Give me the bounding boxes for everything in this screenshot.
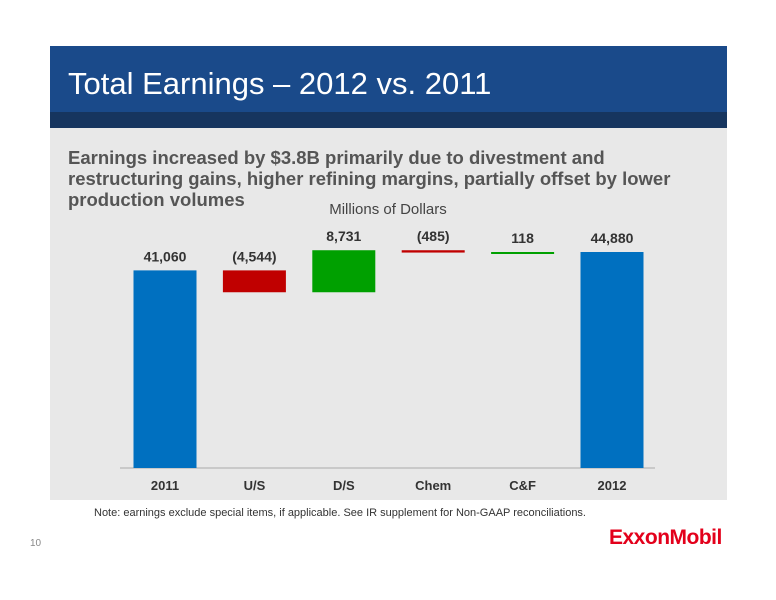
bar-c-f xyxy=(491,252,555,254)
category-label: 2011 xyxy=(151,478,179,493)
bar-2012 xyxy=(580,252,644,468)
category-label: C&F xyxy=(509,478,536,493)
category-label: 2012 xyxy=(598,478,627,493)
bar-d-s xyxy=(312,250,376,293)
category-label: D/S xyxy=(333,478,355,493)
units-label: Millions of Dollars xyxy=(329,201,447,218)
data-label: 118 xyxy=(511,230,534,246)
category-label: Chem xyxy=(415,478,451,493)
data-label: 44,880 xyxy=(591,230,634,246)
header-bar: Total Earnings – 2012 vs. 2011 xyxy=(50,46,727,112)
slide-title: Total Earnings – 2012 vs. 2011 xyxy=(68,66,492,101)
header-stripe xyxy=(50,112,727,128)
bar-2011 xyxy=(133,270,197,468)
data-label: 8,731 xyxy=(326,228,361,244)
exxonmobil-logo: ExxonMobil xyxy=(609,526,722,549)
category-label: U/S xyxy=(244,478,266,493)
bar-u-s xyxy=(222,270,286,293)
bar-chem xyxy=(401,250,465,253)
data-label: 41,060 xyxy=(144,248,187,264)
data-label: (4,544) xyxy=(232,248,276,264)
page-number: 10 xyxy=(30,538,42,549)
footnote: Note: earnings exclude special items, if… xyxy=(94,507,586,519)
data-label: (485) xyxy=(417,228,450,244)
slide-subtitle: Earnings increased by $3.8B primarily du… xyxy=(68,147,671,210)
